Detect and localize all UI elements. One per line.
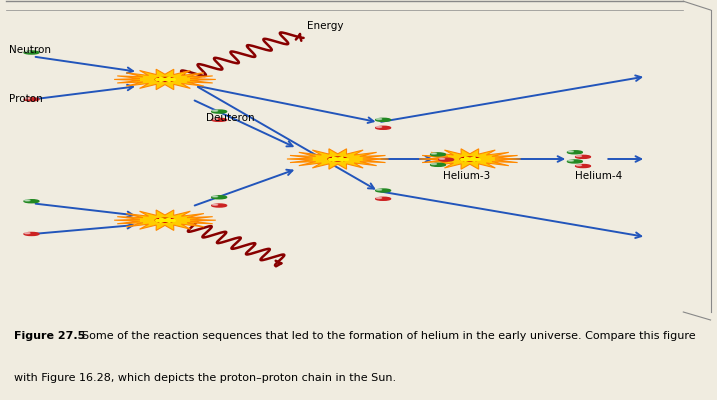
Text: Proton: Proton [9,94,43,104]
Ellipse shape [376,126,391,129]
Ellipse shape [24,200,39,203]
Ellipse shape [431,153,445,156]
Text: Deuteron: Deuteron [206,113,255,123]
Ellipse shape [568,151,574,152]
Ellipse shape [212,196,217,197]
Ellipse shape [212,118,217,120]
Polygon shape [419,149,521,169]
Ellipse shape [376,118,391,121]
Ellipse shape [376,189,391,192]
Ellipse shape [576,164,591,168]
Ellipse shape [24,232,39,236]
Ellipse shape [376,118,381,120]
Ellipse shape [212,196,227,199]
Ellipse shape [24,51,30,52]
Ellipse shape [576,165,581,166]
Ellipse shape [24,232,30,234]
Ellipse shape [156,218,175,222]
Text: Energy: Energy [308,21,343,31]
Text: with Figure 16.28, which depicts the proton–proton chain in the Sun.: with Figure 16.28, which depicts the pro… [14,373,397,383]
Text: Some of the reaction sequences that led to the formation of helium in the early : Some of the reaction sequences that led … [75,331,695,341]
Ellipse shape [576,155,591,158]
Ellipse shape [439,158,454,161]
Ellipse shape [212,204,217,205]
Ellipse shape [24,98,30,99]
Ellipse shape [376,126,381,128]
Ellipse shape [567,160,582,163]
Polygon shape [114,69,216,90]
Ellipse shape [212,118,227,121]
Ellipse shape [24,98,39,101]
Text: Helium-3: Helium-3 [443,171,490,181]
Text: Figure 27.5: Figure 27.5 [14,331,85,341]
Polygon shape [287,149,389,169]
Ellipse shape [460,157,480,161]
Ellipse shape [376,197,391,200]
Polygon shape [114,210,216,230]
Ellipse shape [212,110,227,113]
Ellipse shape [24,51,39,54]
Text: Neutron: Neutron [9,45,51,55]
Ellipse shape [431,153,437,154]
Ellipse shape [376,189,381,190]
Ellipse shape [212,204,227,207]
Ellipse shape [567,151,582,154]
Ellipse shape [24,200,30,201]
Ellipse shape [440,158,445,159]
Ellipse shape [156,78,175,82]
Ellipse shape [568,160,574,161]
Text: Helium-4: Helium-4 [575,171,622,181]
Ellipse shape [376,197,381,198]
Ellipse shape [431,163,445,166]
Ellipse shape [328,157,348,161]
Ellipse shape [212,110,217,111]
